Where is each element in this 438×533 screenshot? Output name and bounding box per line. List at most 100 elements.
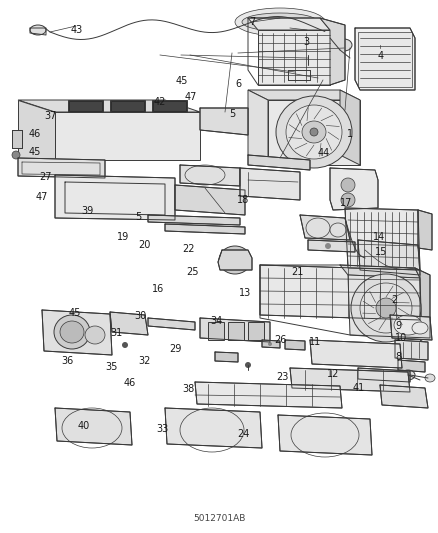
Ellipse shape — [341, 193, 355, 207]
Circle shape — [325, 243, 331, 249]
Polygon shape — [395, 340, 428, 360]
Polygon shape — [345, 208, 420, 270]
Text: 15: 15 — [375, 247, 387, 257]
Ellipse shape — [330, 223, 346, 237]
Ellipse shape — [336, 39, 352, 51]
Polygon shape — [258, 30, 330, 85]
Polygon shape — [248, 18, 330, 30]
Ellipse shape — [277, 20, 283, 24]
Text: 32: 32 — [138, 357, 151, 366]
Ellipse shape — [425, 374, 435, 382]
Bar — [153, 101, 186, 111]
Polygon shape — [390, 315, 432, 340]
Circle shape — [305, 52, 311, 58]
Polygon shape — [248, 155, 310, 170]
Text: 25: 25 — [187, 267, 199, 277]
Ellipse shape — [85, 326, 105, 344]
Text: 33: 33 — [156, 424, 168, 434]
Polygon shape — [200, 318, 270, 342]
Polygon shape — [262, 340, 280, 348]
Polygon shape — [175, 185, 245, 215]
Text: 36: 36 — [62, 357, 74, 366]
Text: 9: 9 — [396, 321, 402, 331]
Ellipse shape — [306, 218, 330, 238]
Polygon shape — [228, 322, 244, 340]
Polygon shape — [358, 240, 420, 275]
Text: 11: 11 — [309, 337, 321, 347]
Polygon shape — [218, 250, 252, 270]
Polygon shape — [200, 108, 248, 135]
Ellipse shape — [276, 96, 352, 168]
Polygon shape — [148, 318, 195, 330]
Text: 38: 38 — [182, 384, 194, 394]
Polygon shape — [68, 100, 103, 112]
Polygon shape — [398, 360, 425, 372]
Text: 17: 17 — [340, 198, 352, 207]
Ellipse shape — [360, 283, 412, 333]
Ellipse shape — [412, 322, 428, 334]
Text: 29: 29 — [169, 344, 181, 354]
Text: 39: 39 — [81, 206, 94, 215]
Polygon shape — [215, 352, 238, 362]
Text: 6: 6 — [236, 79, 242, 89]
Ellipse shape — [225, 251, 245, 269]
Text: 5012701AB: 5012701AB — [193, 514, 245, 523]
Text: 20: 20 — [138, 240, 151, 250]
Bar — [358, 32, 412, 87]
Polygon shape — [148, 215, 240, 225]
Text: 45: 45 — [29, 147, 41, 157]
Text: 4: 4 — [378, 51, 384, 61]
Polygon shape — [415, 268, 430, 340]
Text: 23: 23 — [276, 373, 289, 382]
Polygon shape — [278, 415, 372, 455]
Polygon shape — [300, 215, 350, 240]
Polygon shape — [320, 18, 345, 85]
Text: 19: 19 — [117, 232, 129, 241]
Polygon shape — [308, 240, 355, 252]
Circle shape — [268, 342, 272, 346]
Polygon shape — [330, 168, 378, 210]
Polygon shape — [285, 340, 305, 350]
Polygon shape — [110, 312, 148, 335]
Polygon shape — [195, 382, 342, 408]
Text: 2: 2 — [391, 295, 397, 304]
Text: 42: 42 — [154, 98, 166, 107]
Text: 26: 26 — [274, 335, 286, 344]
Text: 18: 18 — [237, 195, 249, 205]
Polygon shape — [355, 28, 415, 90]
Text: 24: 24 — [237, 430, 249, 439]
Polygon shape — [310, 340, 402, 368]
Text: 44: 44 — [318, 148, 330, 158]
Text: 5: 5 — [135, 213, 141, 222]
Polygon shape — [290, 368, 410, 392]
Ellipse shape — [324, 34, 336, 42]
Ellipse shape — [257, 20, 263, 24]
Ellipse shape — [219, 246, 251, 274]
Polygon shape — [18, 158, 105, 178]
Polygon shape — [248, 322, 264, 340]
Polygon shape — [418, 210, 432, 250]
Ellipse shape — [401, 370, 415, 380]
Polygon shape — [165, 224, 245, 234]
Polygon shape — [288, 70, 310, 80]
Polygon shape — [380, 385, 428, 408]
Ellipse shape — [311, 70, 325, 80]
Text: 1: 1 — [347, 130, 353, 139]
Polygon shape — [152, 100, 187, 112]
Text: 27: 27 — [40, 172, 52, 182]
Text: 47: 47 — [184, 92, 197, 102]
Text: 46: 46 — [123, 378, 135, 387]
Text: 30: 30 — [134, 311, 146, 321]
Polygon shape — [55, 408, 132, 445]
Ellipse shape — [60, 321, 84, 343]
Polygon shape — [348, 275, 422, 340]
Text: 31: 31 — [110, 328, 122, 337]
Text: 46: 46 — [29, 130, 41, 139]
Text: 45: 45 — [68, 309, 81, 318]
Circle shape — [122, 342, 128, 348]
Text: 43: 43 — [71, 25, 83, 35]
Text: 21: 21 — [292, 267, 304, 277]
Bar — [69, 101, 102, 111]
Text: 22: 22 — [182, 245, 194, 254]
Polygon shape — [18, 100, 55, 160]
